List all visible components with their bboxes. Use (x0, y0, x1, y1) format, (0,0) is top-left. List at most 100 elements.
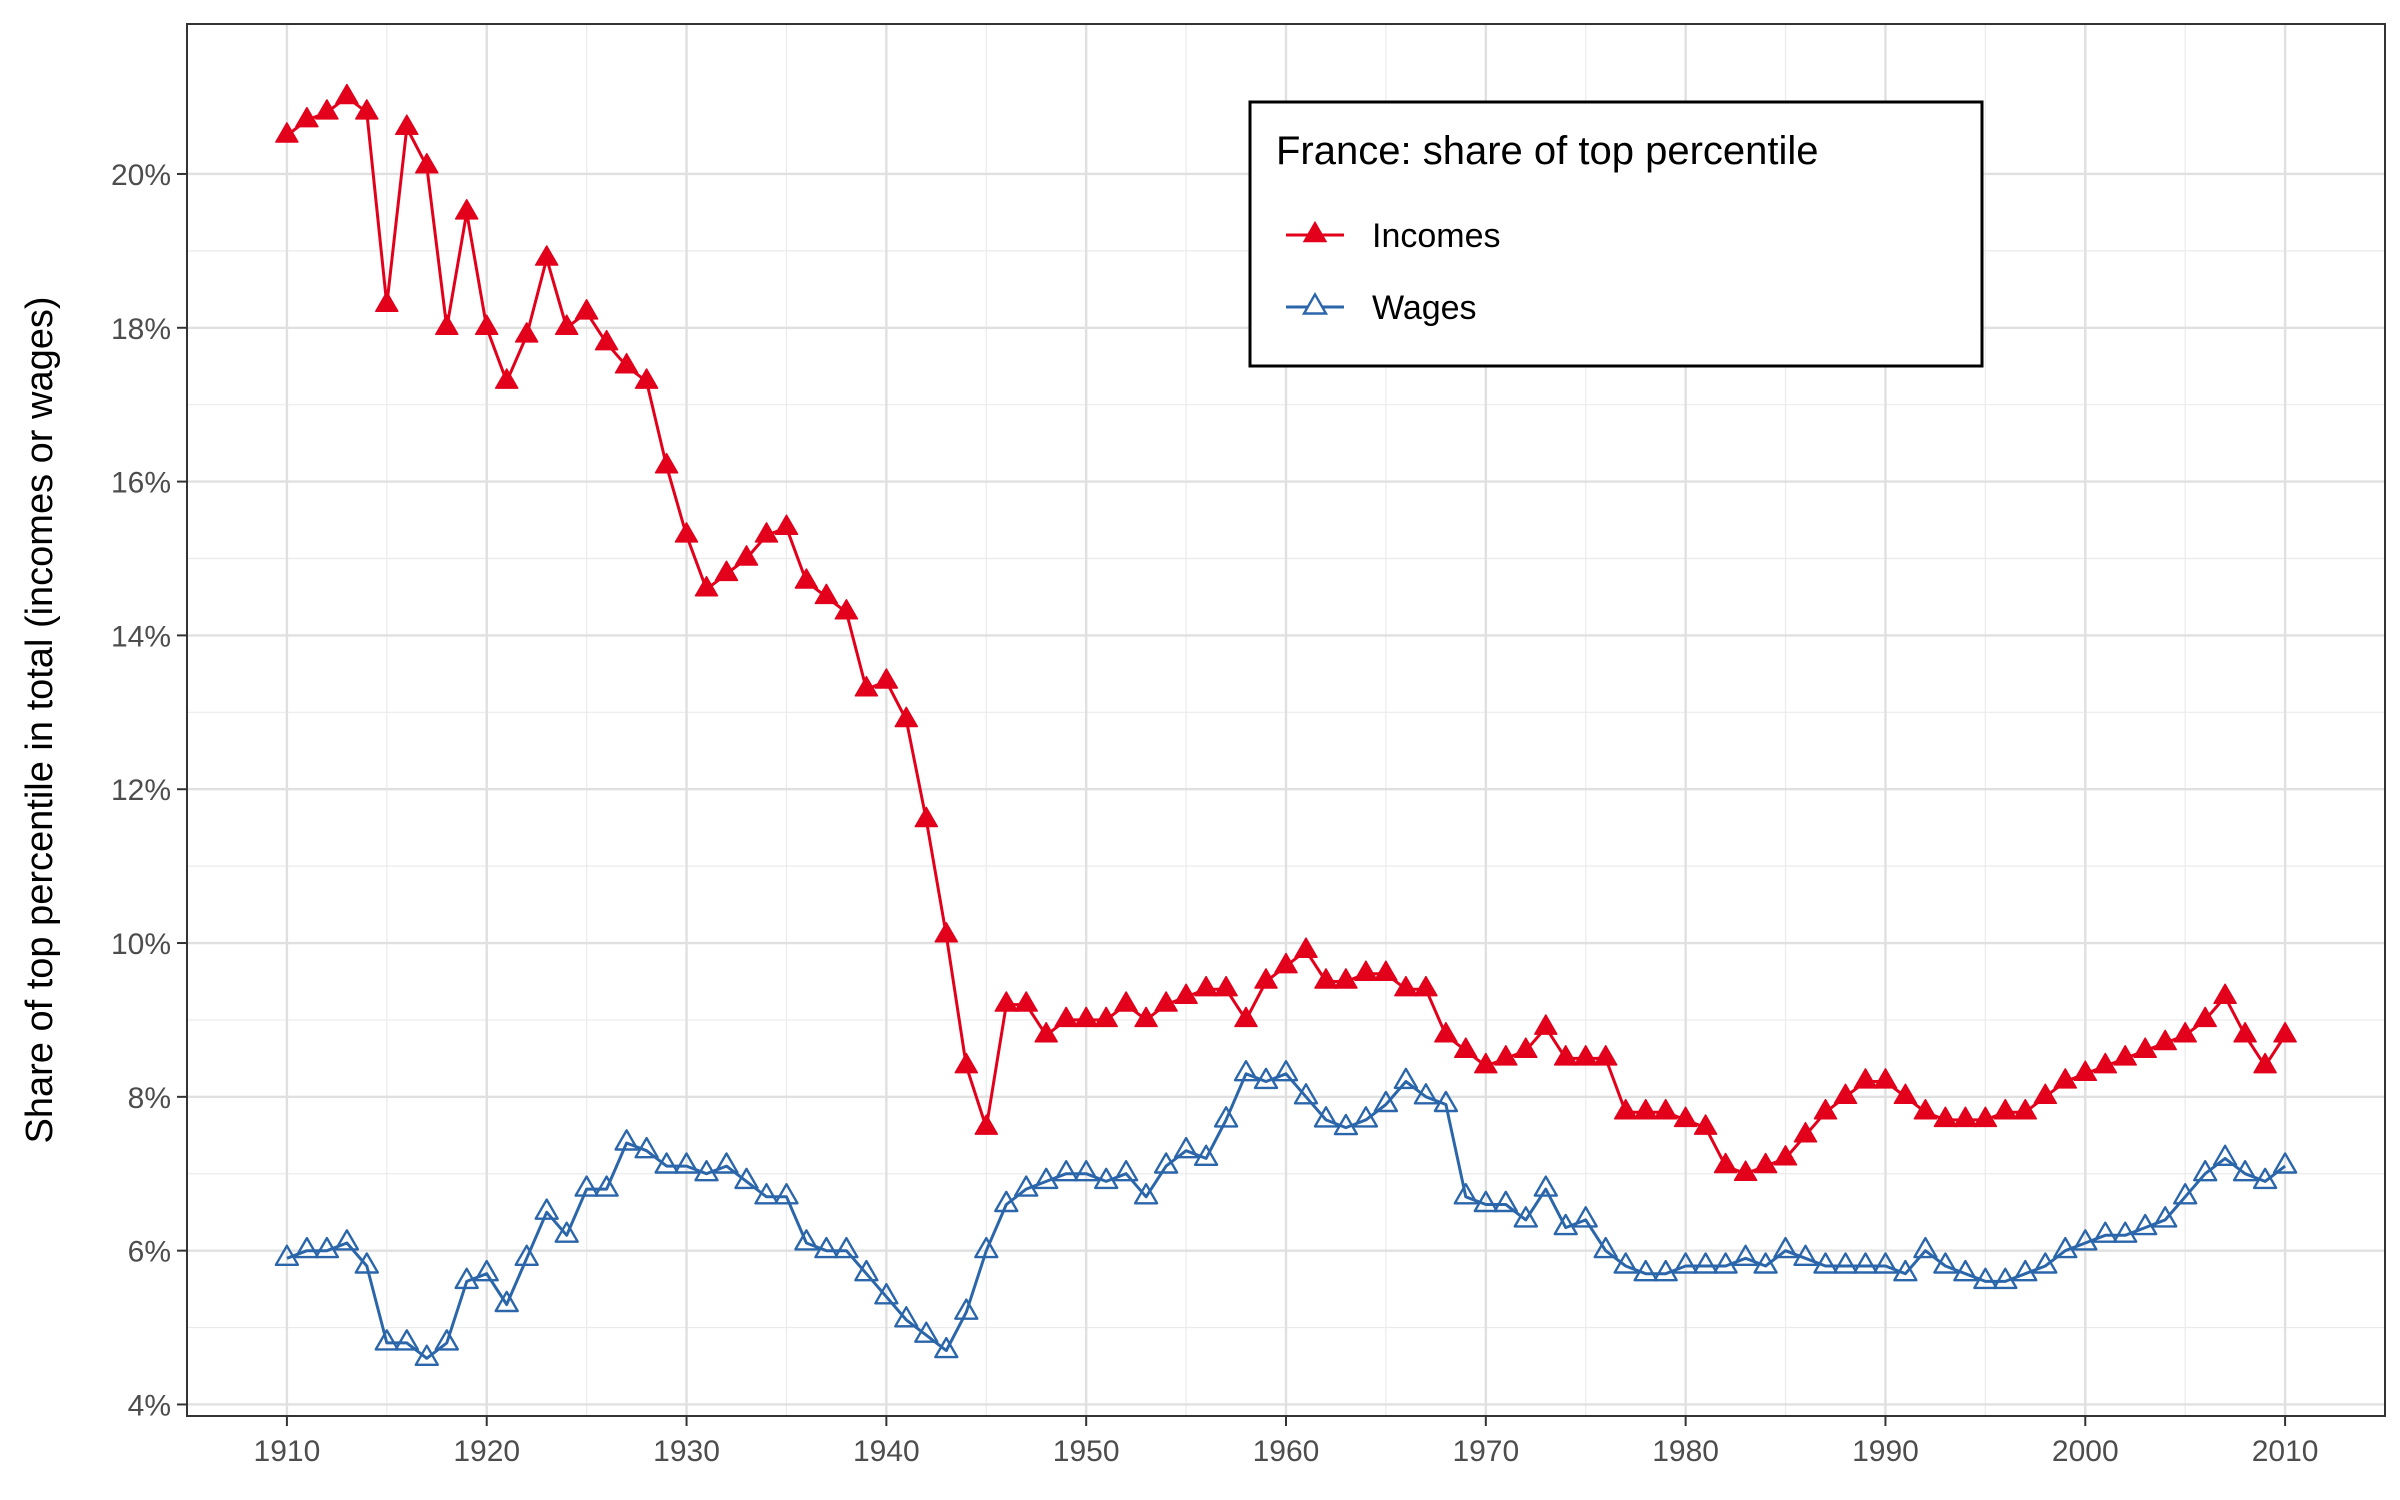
x-tick-label: 1960 (1253, 1435, 1320, 1468)
incomes-point (994, 991, 1019, 1012)
incomes-point (774, 514, 799, 535)
wages-point (1133, 1182, 1159, 1205)
incomes-point (2053, 1068, 2078, 1089)
x-tick-label: 1940 (853, 1435, 920, 1468)
incomes-point (1573, 1045, 1598, 1066)
incomes-point (1873, 1068, 1898, 1089)
wages-point (774, 1182, 799, 1205)
incomes-point (554, 314, 579, 336)
incomes-point (395, 114, 419, 136)
incomes-point (1174, 983, 1198, 1005)
incomes-point (1434, 1021, 1458, 1043)
wages-point (1014, 1175, 1039, 1197)
incomes-point (1234, 1006, 1258, 1028)
wages-point (1693, 1252, 1718, 1274)
wages-point (1293, 1083, 1319, 1105)
y-tick-label: 16% (111, 467, 171, 500)
incomes-point (2173, 1021, 2197, 1043)
incomes-point (1254, 968, 1278, 989)
incomes-point (1653, 1098, 1678, 1120)
wages-point (1853, 1252, 1878, 1274)
wages-point (514, 1244, 539, 1267)
wages-point (1153, 1152, 1179, 1174)
incomes-point (355, 99, 379, 120)
incomes-point (1933, 1106, 1958, 1128)
wages-point (354, 1252, 379, 1274)
incomes-point (2133, 1037, 2157, 1058)
incomes-point (1394, 975, 1418, 997)
x-tick-label: 1990 (1852, 1435, 1919, 1468)
wages-point (2093, 1221, 2118, 1243)
wages-point (1173, 1136, 1199, 1159)
incomes-point (1793, 1121, 1818, 1143)
incomes-point (2253, 1052, 2277, 1074)
wages-point (834, 1236, 859, 1259)
wages-point (374, 1329, 399, 1351)
wages-point (1713, 1252, 1738, 1274)
y-tick-label: 12% (111, 774, 171, 807)
incomes-point (754, 522, 779, 543)
x-tick-label: 1970 (1452, 1435, 1519, 1468)
incomes-point (954, 1052, 979, 1074)
x-tick-label: 1980 (1652, 1435, 1719, 1468)
wages-point (2272, 1152, 2298, 1174)
incomes-point (894, 706, 919, 728)
legend-label-wages: Wages (1372, 289, 1477, 327)
incomes-point (1753, 1152, 1778, 1174)
wages-point (2053, 1236, 2078, 1259)
incomes-point (654, 452, 679, 474)
wages-point (2192, 1159, 2218, 1182)
incomes-point (1613, 1098, 1638, 1120)
wages-point (1973, 1267, 1998, 1290)
incomes-point (874, 668, 899, 689)
incomes-point (534, 245, 559, 266)
wages-point (754, 1182, 779, 1205)
wages-point (434, 1329, 459, 1351)
incomes-point (734, 545, 759, 566)
legend-items: Incomes Wages (1286, 217, 1501, 327)
incomes-point (1134, 1006, 1158, 1028)
wages-point (854, 1259, 879, 1282)
incomes-point (594, 329, 619, 351)
legend-key-marker (1302, 220, 1328, 243)
incomes-point (794, 568, 819, 589)
incomes-point (494, 368, 519, 389)
incomes-point (914, 806, 939, 828)
wages-point (1193, 1144, 1219, 1167)
incomes-point (2093, 1052, 2118, 1074)
wages-point (1493, 1190, 1519, 1213)
incomes-point (1274, 952, 1298, 974)
incomes-point (1414, 975, 1438, 997)
wages-point (574, 1175, 599, 1197)
wages-point (934, 1336, 959, 1359)
wages-point (894, 1306, 919, 1328)
wages-point (1433, 1090, 1459, 1113)
series-markers (274, 83, 2298, 1367)
incomes-point (1014, 991, 1038, 1012)
legend-box (1248, 100, 1984, 368)
incomes-point (1593, 1045, 1618, 1066)
incomes-point (1693, 1114, 1718, 1135)
incomes-point (1953, 1106, 1978, 1128)
incomes-point (1773, 1145, 1798, 1166)
y-tick-label: 20% (111, 159, 171, 192)
x-tick-label: 1930 (653, 1435, 720, 1468)
wages-point (914, 1321, 939, 1343)
wages-point (1933, 1252, 1958, 1274)
wages-point (2172, 1182, 2198, 1205)
incomes-point (1673, 1106, 1698, 1128)
incomes-point (454, 199, 479, 220)
incomes-point (275, 122, 299, 143)
incomes-point (1154, 991, 1178, 1012)
wages-point (1113, 1159, 1139, 1182)
y-tick-label: 14% (111, 620, 171, 653)
incomes-point (1853, 1068, 1878, 1089)
wages-point (1273, 1059, 1299, 1082)
wages-point (1953, 1259, 1978, 1282)
wages-point (1253, 1067, 1279, 1090)
wages-point (1773, 1236, 1798, 1259)
wages-point (2152, 1206, 2178, 1228)
incomes-point (435, 314, 459, 336)
wages-point (654, 1152, 679, 1174)
incomes-point (2233, 1021, 2257, 1043)
